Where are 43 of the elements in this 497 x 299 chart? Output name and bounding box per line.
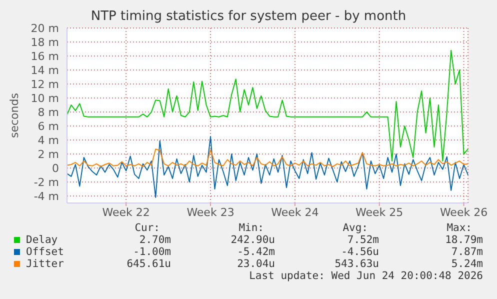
text: 543.63u <box>334 258 379 270</box>
legend-label: Delay <box>26 234 58 246</box>
legend-label: Offset <box>26 246 64 258</box>
y-tick-label: 14 m <box>30 64 59 77</box>
y-tick-label: 20 m <box>30 22 59 35</box>
line-series <box>66 50 468 162</box>
text: 5.24m <box>451 258 483 270</box>
text: Max: <box>446 222 472 234</box>
legend-label: Jitter <box>26 258 64 270</box>
y-tick-label: 2 m <box>38 148 59 161</box>
text: 7.87m <box>451 246 483 258</box>
y-tick-label: 10 m <box>30 92 59 105</box>
y-tick-label: 18 m <box>30 36 59 49</box>
y-tick-label: 4 m <box>38 134 59 147</box>
x-tick-label: Week 26 <box>440 206 488 219</box>
text: 7.52m <box>347 234 379 246</box>
x-tick-label: Week 25 <box>356 206 404 219</box>
x-tick-label: Week 23 <box>186 206 234 219</box>
text: Last update: Wed Jun 24 20:00:48 2026 <box>249 270 483 282</box>
text: 242.90u <box>230 234 275 246</box>
y-tick-label: 8 m <box>38 106 59 119</box>
line-series <box>66 136 468 198</box>
text: 2.70m <box>139 234 171 246</box>
y-tick-label: 0 <box>52 162 59 175</box>
y-tick-label: -2 m <box>34 176 59 189</box>
y-axis-title: seconds <box>8 92 21 138</box>
text: -4.56u <box>341 246 379 258</box>
x-tick-label: Week 22 <box>102 206 150 219</box>
text: 18.79m <box>445 234 483 246</box>
y-tick-label: -4 m <box>34 190 59 203</box>
y-tick-label: 6 m <box>38 120 59 133</box>
chart-title: NTP timing statistics for system peer - by month <box>90 9 406 24</box>
y-tick-label: 16 m <box>30 50 59 63</box>
y-tick-label: 12 m <box>30 78 59 91</box>
text: Avg: <box>342 222 368 234</box>
text: Cur: <box>134 222 160 234</box>
text: 23.04u <box>237 258 275 270</box>
text: -5.42m <box>237 246 275 258</box>
line-series <box>66 148 468 168</box>
text: 645.61u <box>126 258 171 270</box>
text: -1.00m <box>133 246 171 258</box>
x-tick-label: Week 24 <box>271 206 319 219</box>
text: Min: <box>238 222 264 234</box>
